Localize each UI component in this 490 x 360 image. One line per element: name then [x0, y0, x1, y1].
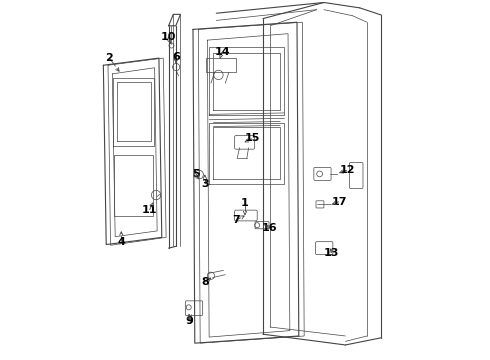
Text: 4: 4	[117, 237, 125, 247]
Text: 12: 12	[340, 165, 355, 175]
Text: 1: 1	[241, 198, 249, 208]
Text: 15: 15	[245, 134, 260, 143]
Bar	[205, 58, 236, 72]
Text: 7: 7	[232, 215, 240, 225]
Text: 10: 10	[160, 32, 175, 41]
Text: 3: 3	[201, 179, 209, 189]
Text: 11: 11	[142, 206, 157, 216]
Text: 16: 16	[262, 223, 277, 233]
Text: 5: 5	[192, 168, 200, 179]
Text: 14: 14	[214, 46, 230, 57]
Text: 8: 8	[201, 277, 209, 287]
Text: 6: 6	[172, 52, 180, 62]
Text: 17: 17	[332, 197, 347, 207]
Text: 13: 13	[324, 248, 340, 258]
Text: 9: 9	[185, 316, 193, 325]
Bar	[114, 155, 153, 216]
Text: 2: 2	[105, 53, 113, 63]
